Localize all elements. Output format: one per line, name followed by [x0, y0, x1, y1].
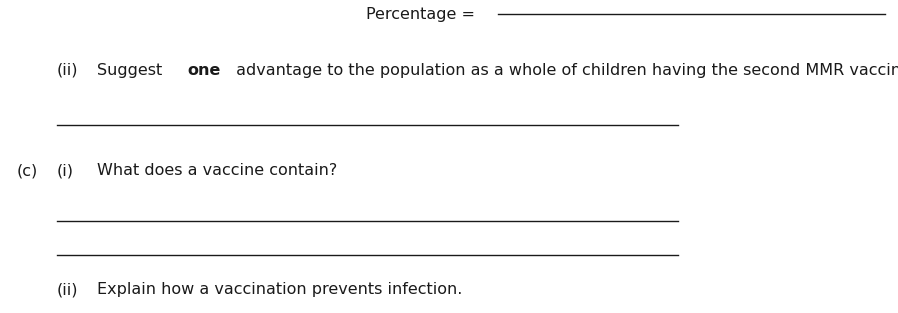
Text: one: one [188, 63, 221, 78]
Text: (ii): (ii) [57, 63, 78, 78]
Text: (ii): (ii) [57, 282, 78, 297]
Text: Explain how a vaccination prevents infection.: Explain how a vaccination prevents infec… [97, 282, 462, 297]
Text: What does a vaccine contain?: What does a vaccine contain? [97, 163, 338, 178]
Text: Suggest: Suggest [97, 63, 167, 78]
Text: Percentage =: Percentage = [366, 7, 480, 22]
Text: advantage to the population as a whole of children having the second MMR vaccina: advantage to the population as a whole o… [231, 63, 898, 78]
Text: (i): (i) [57, 163, 74, 178]
Text: (c): (c) [16, 163, 38, 178]
